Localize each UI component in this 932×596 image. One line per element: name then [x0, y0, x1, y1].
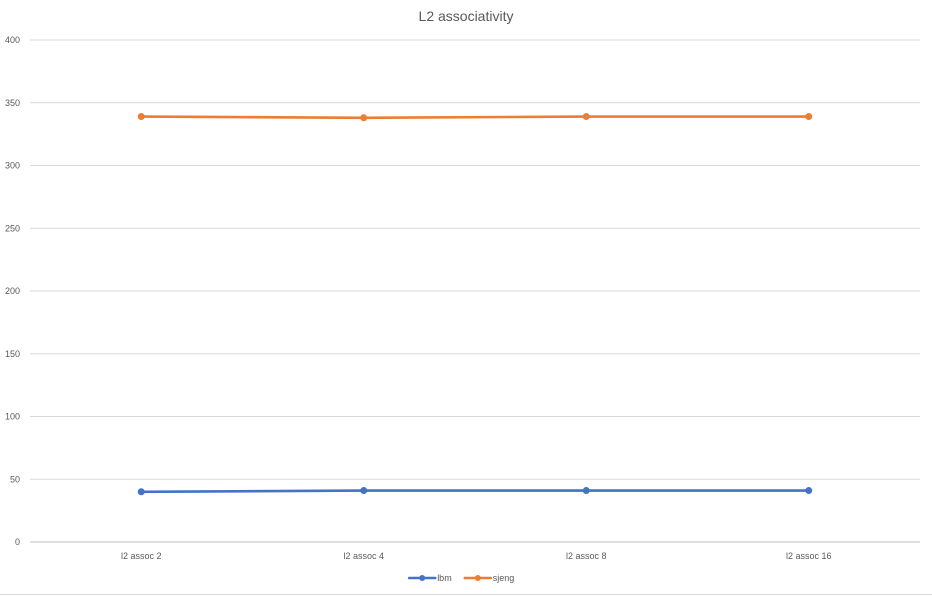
- series-line-lbm: [139, 489, 811, 494]
- legend-label-lbm: lbm: [437, 573, 452, 583]
- legend-marker-lbm: [419, 575, 426, 581]
- x-tick-label: l2 assoc 4: [343, 551, 384, 561]
- y-tick-label: 50: [10, 474, 20, 484]
- y-tick-label: 350: [5, 98, 20, 108]
- data-point-sjeng: [582, 113, 590, 121]
- data-point-lbm: [137, 488, 145, 496]
- data-point-sjeng: [805, 113, 813, 121]
- y-tick-label: 100: [5, 412, 20, 422]
- data-point-lbm: [805, 487, 813, 495]
- data-point-lbm: [360, 487, 368, 495]
- x-tick-label: l2 assoc 8: [566, 551, 607, 561]
- data-point-lbm: [582, 487, 590, 495]
- legend-marker-sjeng: [474, 575, 481, 581]
- x-tick-label: l2 assoc 16: [786, 551, 832, 561]
- y-tick-label: 0: [15, 537, 20, 547]
- chart-bottom-border: [0, 594, 932, 595]
- data-point-sjeng: [360, 114, 368, 122]
- legend-label-sjeng: sjeng: [493, 573, 515, 583]
- x-tick-label: l2 assoc 2: [121, 551, 162, 561]
- y-tick-label: 150: [5, 349, 20, 359]
- y-tick-label: 300: [5, 161, 20, 171]
- y-tick-label: 250: [5, 223, 20, 233]
- data-point-sjeng: [137, 113, 145, 121]
- y-tick-label: 200: [5, 286, 20, 296]
- y-tick-label: 400: [5, 35, 20, 45]
- chart-title: L2 associativity: [418, 8, 514, 24]
- series-line-sjeng: [139, 115, 811, 120]
